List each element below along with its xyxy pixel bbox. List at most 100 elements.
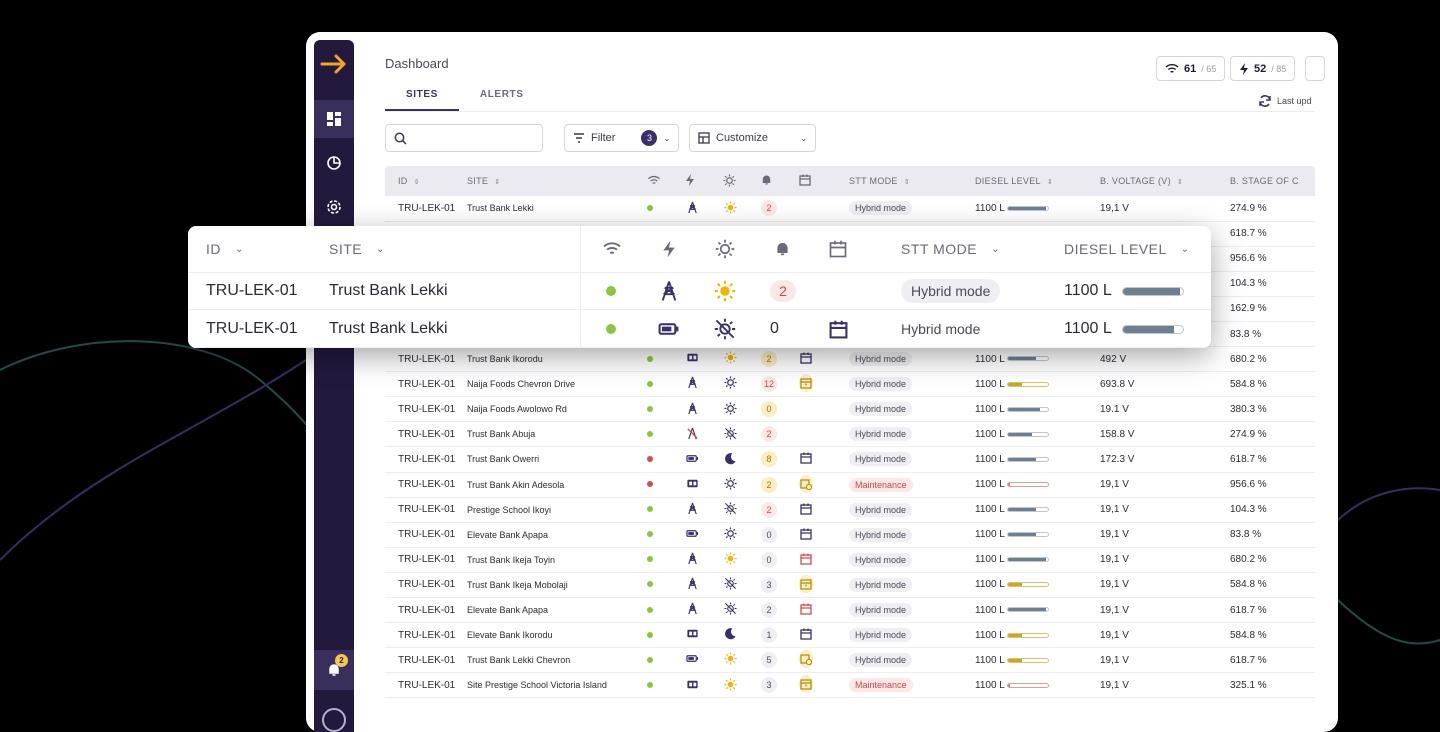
cell-site[interactable]: Trust Bank Owerri xyxy=(467,446,647,473)
zoom-col-header-diesel[interactable]: DIESEL LEVEL ⌄ xyxy=(1064,241,1190,257)
table-row[interactable]: TRU-LEK-01 Site Prestige School Victoria… xyxy=(385,672,1315,699)
calendar-icon xyxy=(799,174,811,186)
avatar[interactable] xyxy=(322,708,346,732)
alert-count-badge[interactable]: 12 xyxy=(761,376,778,393)
col-header-site[interactable]: SITE ⇕ xyxy=(467,166,647,196)
col-header-stt-mode[interactable]: STT MODE ⇕ xyxy=(849,166,975,196)
cell-site[interactable]: Trust Bank Abuja xyxy=(467,421,647,448)
diesel-level-bar xyxy=(1006,456,1049,462)
cell-site[interactable]: Trust Bank Akin Adesola xyxy=(467,472,647,498)
filter-button[interactable]: Filter 3 ⌄ xyxy=(564,124,680,152)
alert-count-badge[interactable]: 2 xyxy=(761,501,777,518)
table-row[interactable]: TRU-LEK-01 Trust Bank Akin Adesola 2 Mai… xyxy=(385,472,1315,498)
zoom-col-header-network[interactable] xyxy=(601,226,623,272)
table-row[interactable]: TRU-LEK-01 Trust Bank Lekki 2 Hybrid mod… xyxy=(385,196,1315,222)
zoom-col-header-site[interactable]: SITE ⌄ xyxy=(329,241,385,257)
status-dot xyxy=(647,355,653,362)
cell-power xyxy=(685,497,723,523)
table-row[interactable]: TRU-LEK-01 Trust Bank Ikeja Mobolaji 3 H… xyxy=(385,572,1315,599)
col-header-id[interactable]: ID ⇕ xyxy=(385,166,467,196)
sidebar-item-reports[interactable] xyxy=(314,144,354,182)
alert-count-badge[interactable]: 3 xyxy=(761,677,777,694)
table-row[interactable]: TRU-LEK-01 Elevate Bank Apapa 0 Hybrid m… xyxy=(385,522,1315,548)
zoom-col-header-schedule[interactable] xyxy=(829,226,847,272)
table-row[interactable]: TRU-LEK-01 Trust Bank Lekki Chevron 5 Hy… xyxy=(385,647,1315,674)
alert-count-badge[interactable]: 2 xyxy=(761,426,777,443)
alert-count-badge[interactable]: 0 xyxy=(761,526,777,543)
zoom-col-header-stt-mode[interactable]: STT MODE ⌄ xyxy=(901,241,1000,257)
alert-count-badge[interactable]: 0 xyxy=(761,551,777,568)
col-header-alerts[interactable] xyxy=(761,166,799,196)
cell-stage: 584.8 % xyxy=(1230,371,1315,398)
cell-site[interactable]: Trust Bank Ikeja Toyin xyxy=(467,547,647,573)
cell-site[interactable]: Trust Bank Ikorodu xyxy=(467,346,647,373)
table-row[interactable]: TRU-LEK-01 Naija Foods Awolowo Rd 0 Hybr… xyxy=(385,396,1315,423)
wifi-icon xyxy=(648,175,660,184)
alert-count-badge[interactable]: 2 xyxy=(761,476,777,493)
col-header-solar[interactable] xyxy=(723,166,761,196)
cell-site[interactable]: Elevate Bank Apapa xyxy=(467,522,647,548)
cell-site[interactable]: Prestige School Ikoyi xyxy=(467,497,647,523)
cell-site[interactable]: Elevate Bank Apapa xyxy=(467,597,647,624)
cell-site[interactable]: Naija Foods Chevron Drive xyxy=(467,371,647,398)
alert-count-badge[interactable]: 2 xyxy=(761,200,777,217)
col-header-network[interactable] xyxy=(647,166,685,196)
customize-button[interactable]: Customize ⌄ xyxy=(689,124,816,152)
cell-solar xyxy=(723,196,761,222)
tab-alerts[interactable]: ALERTS xyxy=(479,89,524,100)
table-row[interactable]: TRU-LEK-01 Trust Bank Owerri 8 Hybrid mo… xyxy=(385,446,1315,473)
sidebar-notifications[interactable]: 2 xyxy=(314,650,354,690)
network-status[interactable]: 61 / 65 xyxy=(1156,56,1226,81)
cell-voltage: 172.3 V xyxy=(1100,446,1230,473)
table-row[interactable]: TRU-LEK-01 Trust Bank Ikorodu 2 Hybrid m… xyxy=(385,346,1315,373)
zoom-cell-site[interactable]: Trust Bank Lekki xyxy=(329,282,448,299)
col-header-diesel[interactable]: DIESEL LEVEL ⇕ xyxy=(975,166,1100,196)
status-dot xyxy=(647,581,653,588)
alert-count-badge[interactable]: 2 xyxy=(770,280,796,302)
customize-label: Customize xyxy=(716,132,768,144)
zoom-col-header-id[interactable]: ID ⌄ xyxy=(206,241,244,257)
logo-arrow-icon[interactable] xyxy=(318,50,350,74)
alert-count-badge[interactable]: 8 xyxy=(761,451,777,468)
alert-count-badge[interactable]: 2 xyxy=(761,351,777,368)
status-overflow-box[interactable] xyxy=(1305,56,1325,81)
table-row[interactable]: TRU-LEK-01 Naija Foods Chevron Drive 12 … xyxy=(385,371,1315,398)
table-row[interactable]: TRU-LEK-01 Elevate Bank Ikorodu 1 Hybrid… xyxy=(385,622,1315,649)
cell-site[interactable]: Trust Bank Ikeja Mobolaji xyxy=(467,572,647,599)
search-box[interactable] xyxy=(385,124,543,152)
table-row[interactable]: TRU-LEK-01 Prestige School Ikoyi 2 Hybri… xyxy=(385,497,1315,523)
table-row[interactable]: TRU-LEK-01 Elevate Bank Apapa 2 Hybrid m… xyxy=(385,597,1315,624)
cell-site[interactable]: Naija Foods Awolowo Rd xyxy=(467,396,647,423)
last-updated[interactable]: Last upd xyxy=(1258,94,1312,108)
sidebar-item-dashboard[interactable] xyxy=(314,100,354,138)
search-input[interactable] xyxy=(413,132,533,144)
alert-count-badge[interactable]: 3 xyxy=(761,576,777,593)
table-row[interactable]: TRU-LEK-01 Trust Bank Ikeja Toyin 0 Hybr… xyxy=(385,547,1315,573)
zoom-col-header-alerts[interactable] xyxy=(775,226,790,272)
col-header-schedule[interactable] xyxy=(799,166,849,196)
col-header-stage[interactable]: B. STAGE OF C xyxy=(1230,166,1315,196)
zoom-cell-site[interactable]: Trust Bank Lekki xyxy=(329,320,448,337)
col-header-power[interactable] xyxy=(685,166,723,196)
cell-site[interactable]: Trust Bank Lekki Chevron xyxy=(467,647,647,674)
zoom-table-row[interactable]: TRU-LEK-01 Trust Bank Lekki 2 Hybrid mod… xyxy=(188,273,1211,310)
zoom-col-header-solar[interactable] xyxy=(715,226,735,272)
cell-voltage: 19,1 V xyxy=(1100,522,1230,548)
col-header-voltage[interactable]: B. VOLTAGE (V) ⇕ xyxy=(1100,166,1230,196)
cell-site[interactable]: Site Prestige School Victoria Island xyxy=(467,672,647,699)
sidebar-item-settings[interactable] xyxy=(314,188,354,226)
alert-count-badge[interactable]: 1 xyxy=(761,627,777,644)
tab-sites[interactable]: SITES xyxy=(385,88,459,111)
cell-site[interactable]: Elevate Bank Ikorodu xyxy=(467,622,647,649)
cell-diesel: 1100 L xyxy=(975,396,1100,423)
alert-count-badge[interactable]: 5 xyxy=(761,652,777,669)
alert-count-badge[interactable]: 0 xyxy=(761,401,777,418)
zoom-col-header-power[interactable] xyxy=(662,226,676,272)
cell-stage: 274.9 % xyxy=(1230,421,1315,448)
table-row[interactable]: TRU-LEK-01 Trust Bank Abuja 2 Hybrid mod… xyxy=(385,421,1315,448)
power-status[interactable]: 52 / 85 xyxy=(1230,56,1296,81)
alert-count-badge[interactable]: 2 xyxy=(761,602,777,619)
cell-stage: 584.8 % xyxy=(1230,572,1315,599)
zoom-table-row[interactable]: TRU-LEK-01 Trust Bank Lekki 0 Hybrid mod… xyxy=(188,311,1211,348)
cell-site[interactable]: Trust Bank Lekki xyxy=(467,196,647,222)
